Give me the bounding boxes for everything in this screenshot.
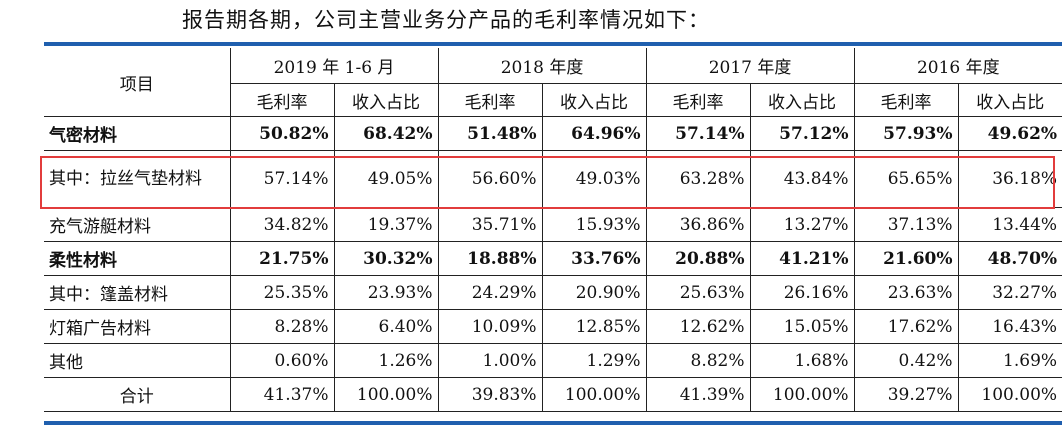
period-header: 2017 年度 [646, 48, 855, 84]
gross-margin-cell: 18.88% [438, 241, 543, 276]
subcol-gross-margin: 毛利率 [854, 83, 959, 117]
table-row: 灯箱广告材料 8.28% 6.40% 10.09% 12.85% 12.62% 15.05%… [44, 309, 1063, 344]
table-row: 其中：拉丝气垫材料 57.14% 49.05% 56.60% 49.03% 63.28% 4… [44, 150, 1063, 208]
gross-margin-cell: 10.09% [438, 309, 543, 344]
revenue-share-cell: 1.29% [542, 343, 647, 378]
gross-margin-cell: 57.14% [230, 150, 335, 208]
item-header: 项目 [44, 48, 231, 117]
gross-margin-cell: 21.75% [230, 241, 335, 276]
revenue-share-cell: 36.18% [958, 150, 1063, 208]
revenue-share-cell: 19.37% [334, 207, 439, 242]
subcol-revenue-share: 收入占比 [334, 83, 439, 117]
gross-margin-cell: 39.83% [438, 377, 543, 412]
row-label: 其他 [44, 343, 231, 378]
gross-margin-cell: 65.65% [854, 150, 959, 208]
revenue-share-cell: 16.43% [958, 309, 1063, 344]
row-label: 其中：篷盖材料 [44, 275, 231, 310]
revenue-share-cell: 1.68% [750, 343, 855, 378]
subcol-revenue-share: 收入占比 [958, 83, 1063, 117]
gross-margin-cell: 37.13% [854, 207, 959, 242]
row-label: 充气游艇材料 [44, 207, 231, 242]
total-row: 合计 41.37% 100.00% 39.83% 100.00% 41.39% 100.00… [44, 377, 1063, 412]
gross-margin-cell: 20.88% [646, 241, 751, 276]
gross-margin-cell: 35.71% [438, 207, 543, 242]
period-header: 2019 年 1-6 月 [230, 48, 439, 84]
revenue-share-cell: 15.05% [750, 309, 855, 344]
gross-margin-cell: 57.93% [854, 116, 959, 151]
gross-margin-cell: 24.29% [438, 275, 543, 310]
subcol-gross-margin: 毛利率 [646, 83, 751, 117]
row-label: 柔性材料 [44, 241, 231, 276]
gross-margin-cell: 51.48% [438, 116, 543, 151]
revenue-share-cell: 30.32% [334, 241, 439, 276]
revenue-share-cell: 64.96% [542, 116, 647, 151]
revenue-share-cell: 49.05% [334, 150, 439, 208]
revenue-share-cell: 49.03% [542, 150, 647, 208]
gross-margin-cell: 36.86% [646, 207, 751, 242]
table-row: 柔性材料 21.75% 30.32% 18.88% 33.76% 20.88% 41.21%… [44, 241, 1063, 276]
gross-margin-cell: 23.63% [854, 275, 959, 310]
row-label: 合计 [44, 377, 231, 412]
revenue-share-cell: 100.00% [958, 377, 1063, 412]
row-label: 灯箱广告材料 [44, 309, 231, 344]
row-label: 其中：拉丝气垫材料 [44, 150, 231, 208]
revenue-share-cell: 1.69% [958, 343, 1063, 378]
period-header: 2016 年度 [854, 48, 1063, 84]
gross-margin-cell: 21.60% [854, 241, 959, 276]
revenue-share-cell: 33.76% [542, 241, 647, 276]
gross-margin-cell: 25.63% [646, 275, 751, 310]
gross-margin-cell: 34.82% [230, 207, 335, 242]
gross-margin-cell: 8.82% [646, 343, 751, 378]
gross-margin-cell: 57.14% [646, 116, 751, 151]
gross-margin-cell: 56.60% [438, 150, 543, 208]
revenue-share-cell: 12.85% [542, 309, 647, 344]
row-label: 气密材料 [44, 116, 231, 151]
gross-margin-cell: 8.28% [230, 309, 335, 344]
revenue-share-cell: 32.27% [958, 275, 1063, 310]
gross-margin-table: 项目 2019 年 1-6 月 2018 年度 2017 年度 2016 年度 … [44, 48, 1063, 412]
table-top-rule [44, 42, 1062, 46]
revenue-share-cell: 20.90% [542, 275, 647, 310]
intro-text: 报告期各期，公司主营业务分产品的毛利率情况如下： [182, 8, 710, 32]
table-body: 气密材料 50.82% 68.42% 51.48% 64.96% 57.14% 57.12%… [44, 116, 1063, 412]
revenue-share-cell: 100.00% [750, 377, 855, 412]
table-row: 充气游艇材料 34.82% 19.37% 35.71% 15.93% 36.86% 13.2… [44, 207, 1063, 242]
gross-margin-cell: 12.62% [646, 309, 751, 344]
revenue-share-cell: 1.26% [334, 343, 439, 378]
table-row: 气密材料 50.82% 68.42% 51.48% 64.96% 57.14% 57.12%… [44, 116, 1063, 151]
gross-margin-cell: 17.62% [854, 309, 959, 344]
table-bottom-rule [44, 421, 1062, 425]
revenue-share-cell: 41.21% [750, 241, 855, 276]
period-header: 2018 年度 [438, 48, 647, 84]
revenue-share-cell: 15.93% [542, 207, 647, 242]
revenue-share-cell: 23.93% [334, 275, 439, 310]
gross-margin-cell: 1.00% [438, 343, 543, 378]
revenue-share-cell: 100.00% [542, 377, 647, 412]
gross-margin-cell: 41.37% [230, 377, 335, 412]
gross-margin-cell: 0.60% [230, 343, 335, 378]
subcol-gross-margin: 毛利率 [438, 83, 543, 117]
subcol-revenue-share: 收入占比 [542, 83, 647, 117]
revenue-share-cell: 100.00% [334, 377, 439, 412]
revenue-share-cell: 48.70% [958, 241, 1063, 276]
table-row: 其他 0.60% 1.26% 1.00% 1.29% 8.82% 1.68% 0.42% 1.6… [44, 343, 1063, 378]
revenue-share-cell: 68.42% [334, 116, 439, 151]
revenue-share-cell: 13.44% [958, 207, 1063, 242]
revenue-share-cell: 49.62% [958, 116, 1063, 151]
gross-margin-cell: 41.39% [646, 377, 751, 412]
subcol-gross-margin: 毛利率 [230, 83, 335, 117]
revenue-share-cell: 43.84% [750, 150, 855, 208]
table-row: 其中：篷盖材料 25.35% 23.93% 24.29% 20.90% 25.63% 26.… [44, 275, 1063, 310]
revenue-share-cell: 13.27% [750, 207, 855, 242]
gross-margin-cell: 50.82% [230, 116, 335, 151]
gross-margin-cell: 63.28% [646, 150, 751, 208]
revenue-share-cell: 57.12% [750, 116, 855, 151]
gross-margin-cell: 39.27% [854, 377, 959, 412]
revenue-share-cell: 6.40% [334, 309, 439, 344]
subcol-revenue-share: 收入占比 [750, 83, 855, 117]
revenue-share-cell: 26.16% [750, 275, 855, 310]
gross-margin-cell: 25.35% [230, 275, 335, 310]
gross-margin-cell: 0.42% [854, 343, 959, 378]
